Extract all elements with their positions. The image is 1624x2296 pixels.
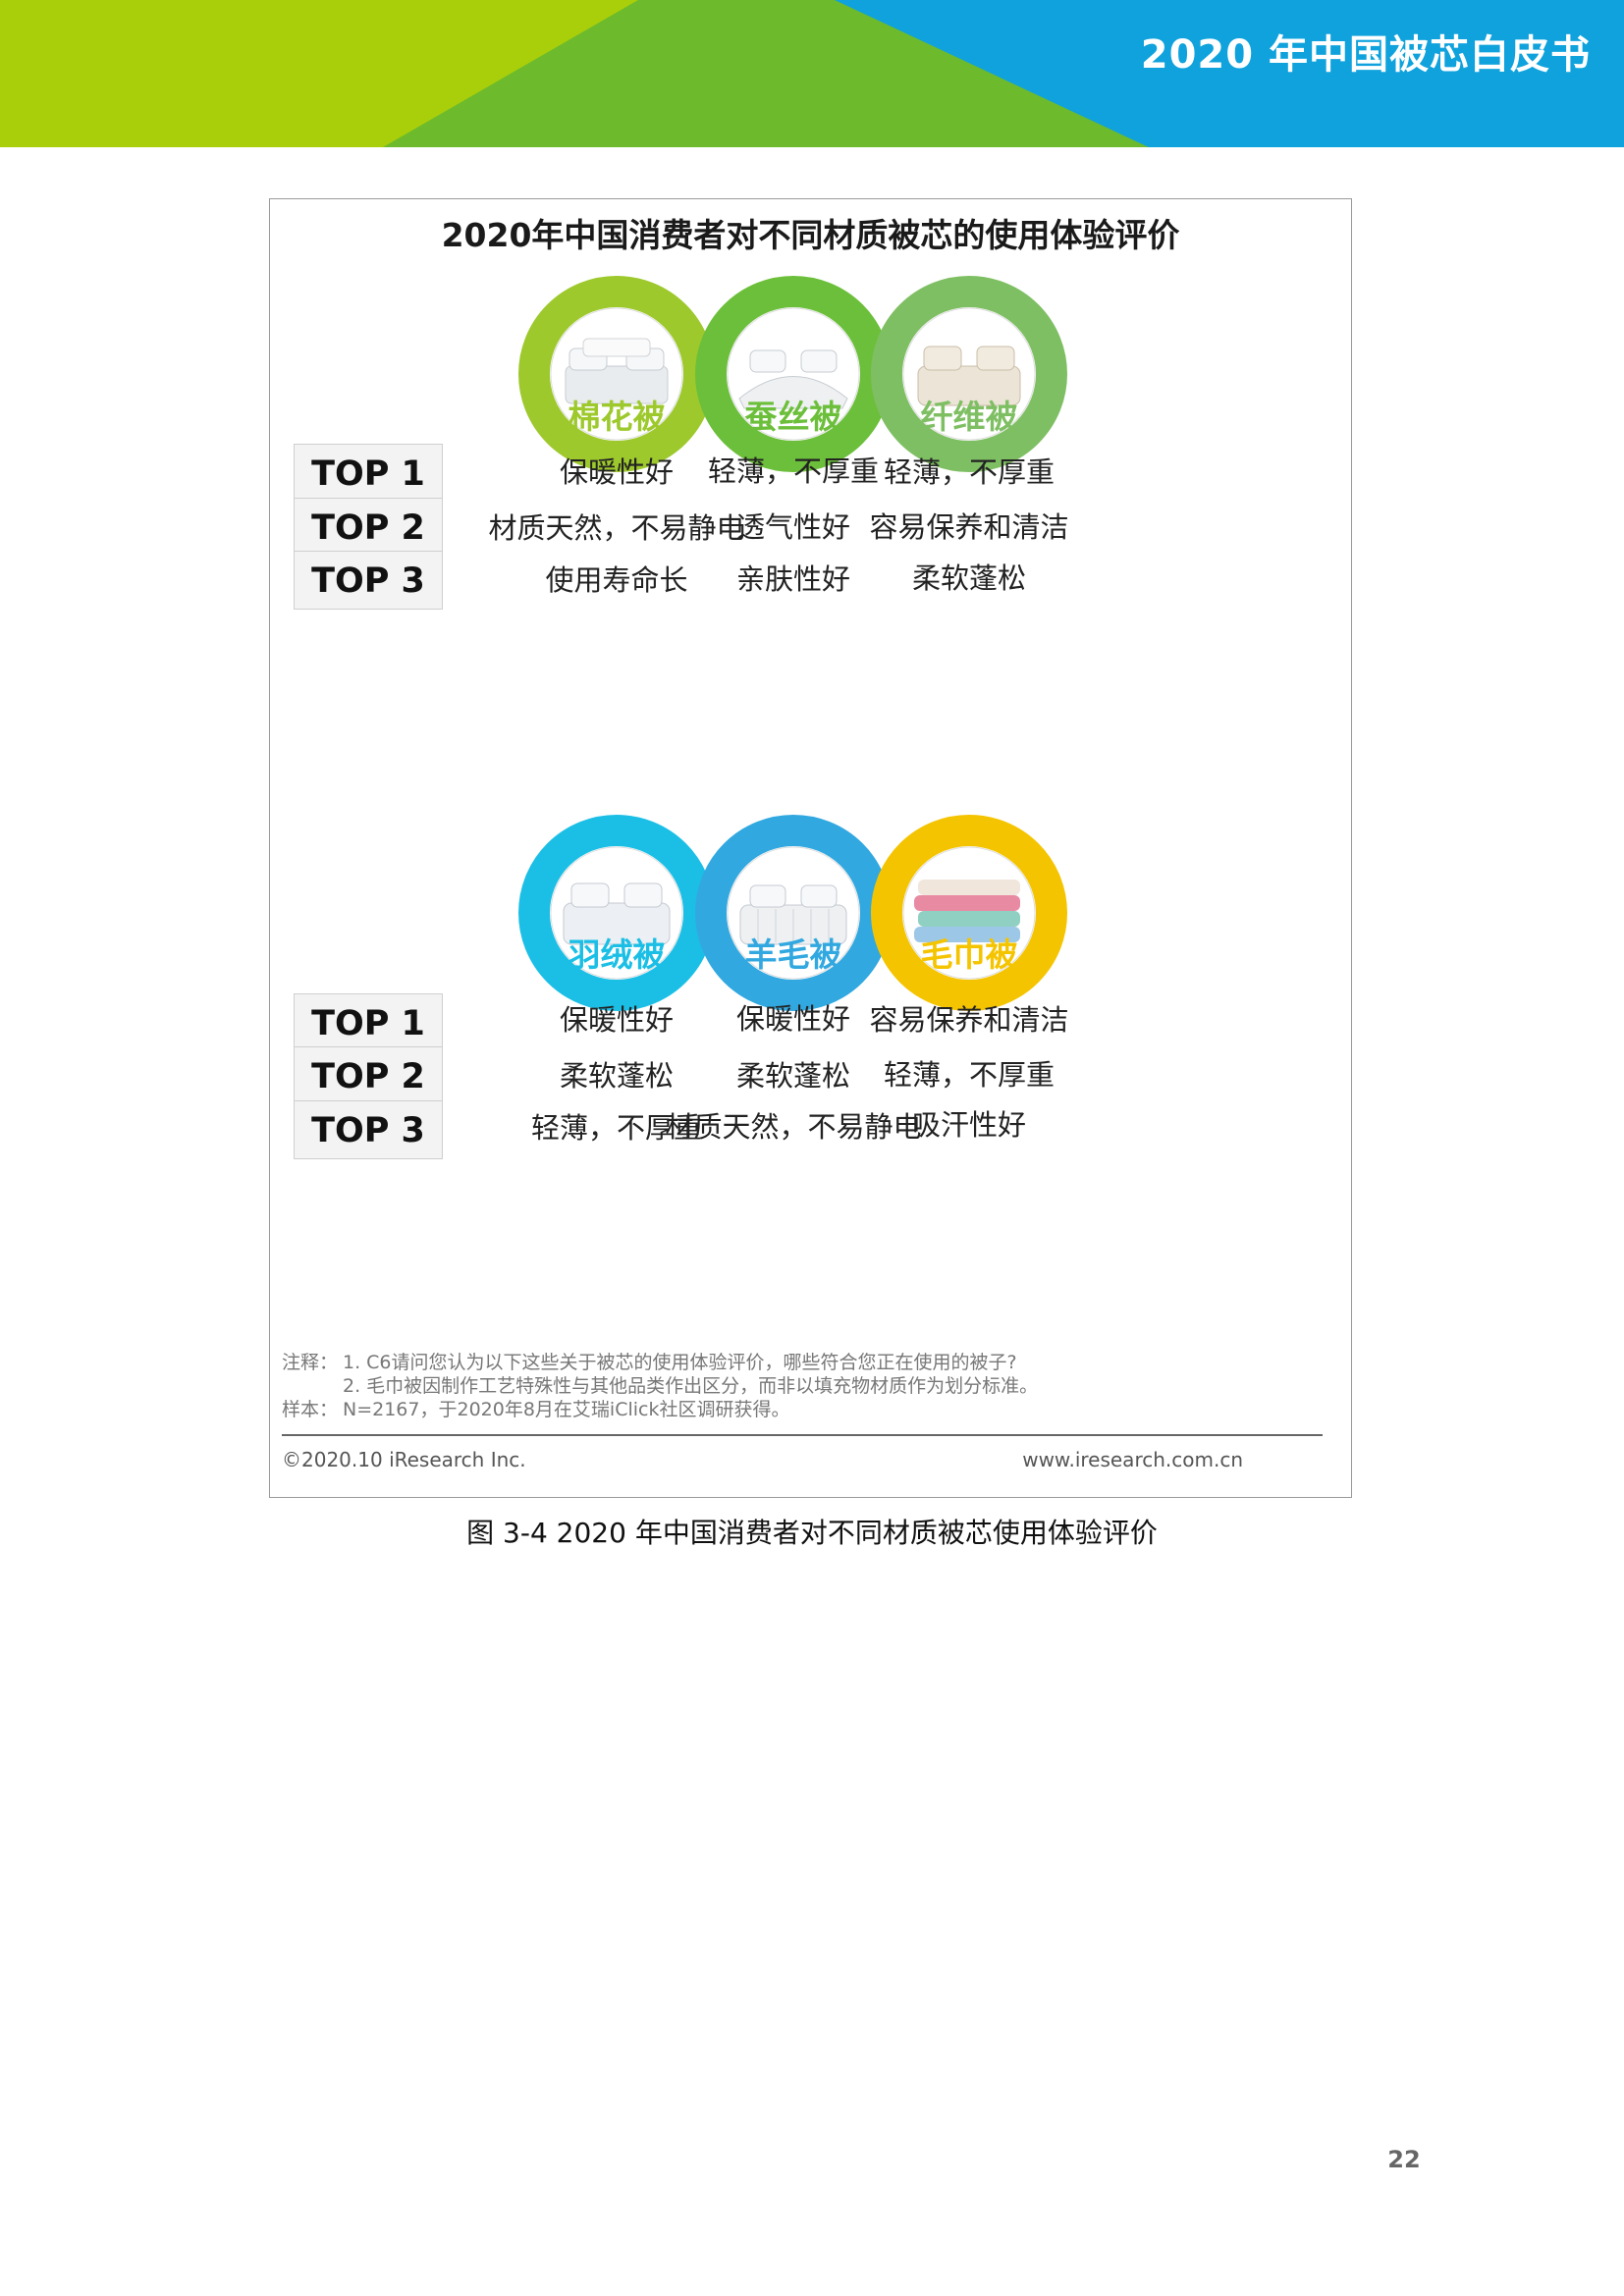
- down-quilt-ring: [518, 815, 715, 1011]
- header-title: 2020 年中国被芯白皮书: [1140, 32, 1591, 78]
- rank-cell: 保暖性好: [559, 455, 674, 489]
- rank-cell: 保暖性好: [559, 1003, 674, 1037]
- rank-label-top2: TOP 2: [294, 1046, 443, 1105]
- figure-notes: 注释： 1. C6请问您认为以下这些关于被芯的使用体验评价，哪些符合您正在使用的被…: [282, 1351, 1038, 1421]
- notes-line: 1. C6请问您认为以下这些关于被芯的使用体验评价，哪些符合您正在使用的被子?: [343, 1352, 1017, 1373]
- rank-cell: 轻薄，不厚重: [883, 1058, 1055, 1092]
- rank-cell: 柔软蓬松: [559, 1059, 674, 1093]
- rank-cell: 透气性好: [735, 510, 850, 544]
- rank-cell: 容易保养和清洁: [869, 510, 1069, 544]
- copyright: ©2020.10 iResearch Inc.: [282, 1448, 526, 1471]
- bed-icon: [739, 884, 847, 945]
- rank-cell: 保暖性好: [735, 1002, 850, 1036]
- material-name-cotton: 棉花被: [568, 398, 666, 436]
- rank-cell: 材质天然，不易静电: [665, 1110, 922, 1144]
- rank-cell: 柔软蓬松: [735, 1059, 850, 1093]
- rank-cell: 容易保养和清洁: [869, 1003, 1069, 1037]
- sample-label: 样本：: [282, 1399, 339, 1420]
- material-name-towel: 毛巾被: [920, 935, 1018, 974]
- website-link[interactable]: www.iresearch.com.cn: [1022, 1448, 1243, 1471]
- silk-quilt-ring: [695, 276, 892, 472]
- material-name-silk: 蚕丝被: [744, 398, 842, 436]
- rank-label-top1: TOP 1: [294, 444, 443, 503]
- figure-caption: 图 3-4 2020 年中国消费者对不同材质被芯使用体验评价: [466, 1517, 1158, 1549]
- rank-cell: 使用寿命长: [545, 563, 688, 597]
- bed-icon: [917, 346, 1021, 406]
- rank-label-top3: TOP 3: [294, 1100, 443, 1159]
- rank-label-top2: TOP 2: [294, 498, 443, 557]
- bed-icon: [738, 349, 848, 409]
- rank-cell: 柔软蓬松: [911, 561, 1026, 595]
- figure-panel: 2020年中国消费者对不同材质被芯的使用体验评价: [269, 198, 1352, 1498]
- notes-line: 2. 毛巾被因制作工艺特殊性与其他品类作出区分，而非以填充物材质作为划分标准。: [343, 1375, 1039, 1397]
- sample-line: N=2167，于2020年8月在艾瑞iClick社区调研获得。: [343, 1399, 790, 1420]
- cotton-quilt-ring: [518, 276, 715, 472]
- bed-icon: [565, 338, 669, 404]
- page-number: 22: [1387, 2146, 1421, 2173]
- material-name-wool: 羊毛被: [744, 935, 842, 974]
- figure-title: 2020年中国消费者对不同材质被芯的使用体验评价: [441, 216, 1180, 254]
- header-banner: [0, 0, 1624, 147]
- rank-cell: 轻薄，不厚重: [707, 454, 879, 488]
- footer-divider: [282, 1434, 1323, 1436]
- rank-label-top1: TOP 1: [294, 993, 443, 1052]
- rank-cell: 亲肤性好: [735, 562, 850, 596]
- rank-cell: 轻薄，不厚重: [530, 1111, 702, 1145]
- bed-icon: [563, 882, 671, 945]
- material-name-fiber: 纤维被: [920, 398, 1018, 436]
- wool-quilt-ring: [695, 815, 892, 1011]
- fiber-quilt-ring: [871, 276, 1067, 472]
- rank-cell: 材质天然，不易静电: [488, 511, 745, 545]
- rank-cell: 吸汗性好: [911, 1108, 1026, 1142]
- notes-label: 注释：: [282, 1352, 339, 1373]
- rank-label-top3: TOP 3: [294, 551, 443, 610]
- towel-stack-icon: [914, 880, 1020, 942]
- material-name-down: 羽绒被: [568, 935, 666, 974]
- towel-quilt-ring: [871, 815, 1067, 1011]
- rank-cell: 轻薄，不厚重: [883, 455, 1055, 489]
